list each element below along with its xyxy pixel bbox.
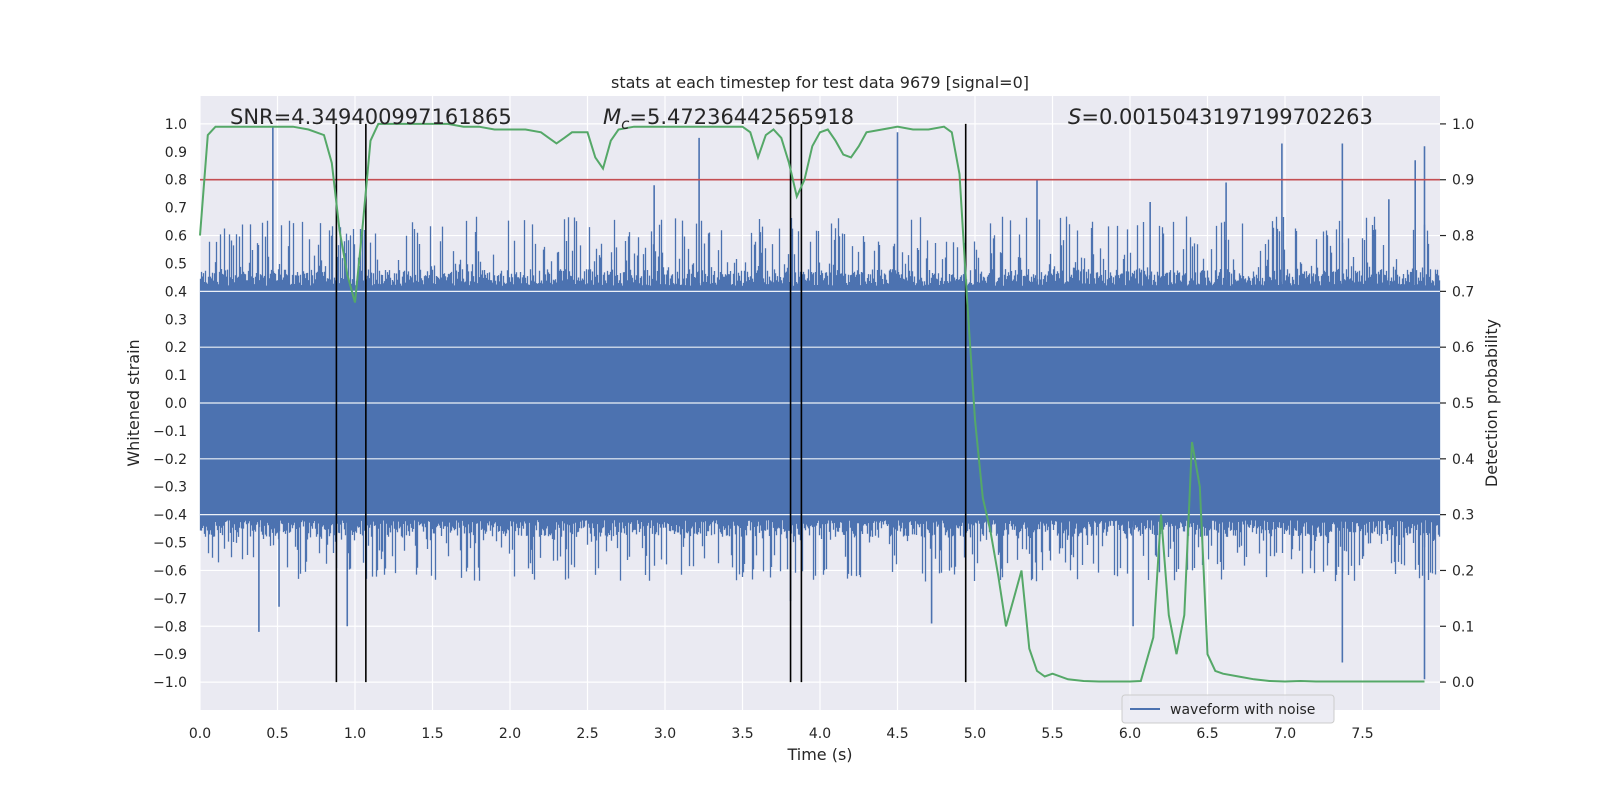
x-tick-label: 2.0 xyxy=(499,726,521,742)
y-right-tick-label: 0.5 xyxy=(1452,396,1474,412)
y-left-tick-label: 0.0 xyxy=(165,396,187,412)
y-right-tick-label: 0.9 xyxy=(1452,173,1474,189)
y-left-tick-label: −0.2 xyxy=(153,452,187,468)
mc-value: =5.47236442565918 xyxy=(629,105,854,129)
x-tick-label: 5.0 xyxy=(964,726,986,742)
x-tick-label: 4.5 xyxy=(886,726,908,742)
y-left-tick-label: −0.8 xyxy=(153,619,187,635)
y-right-tick-label: 1.0 xyxy=(1452,117,1474,133)
y-left-tick-label: −0.6 xyxy=(153,563,187,579)
y-right-axis-label: Detection probability xyxy=(1482,319,1501,487)
x-tick-label: 1.5 xyxy=(421,726,443,742)
x-tick-label: 3.5 xyxy=(731,726,753,742)
mc-symbol: M xyxy=(603,105,621,129)
chirp-mass-annotation: Mc=5.47236442565918 xyxy=(603,105,854,133)
y-right-tick-label: 0.2 xyxy=(1452,563,1474,579)
x-tick-label: 6.0 xyxy=(1119,726,1141,742)
y-left-tick-labels: 1.0 0.9 0.8 0.7 0.6 0.5 0.4 0.3 0.2 0.1 0.0 −0.1 −0.… xyxy=(153,117,187,691)
legend-label: waveform with noise xyxy=(1170,702,1315,718)
y-left-tick-label: −0.7 xyxy=(153,591,187,607)
y-right-tick-label: 0.8 xyxy=(1452,229,1474,245)
x-tick-labels: 0.0 0.5 1.0 1.5 2.0 2.5 3.0 3.5 4.0 4.5 5.0 5.5 6.0 6… xyxy=(189,726,1374,742)
s-value: =0.0015043197199702263 xyxy=(1081,105,1373,129)
snr-annotation: SNR=4.349400997161865 xyxy=(230,105,512,129)
y-right-tick-labels: 1.0 0.9 0.8 0.7 0.6 0.5 0.4 0.3 0.2 0.1 0.0 xyxy=(1440,117,1474,691)
legend: waveform with noise xyxy=(1121,694,1335,724)
y-left-tick-label: −0.4 xyxy=(153,508,187,524)
y-left-tick-label: −0.9 xyxy=(153,647,187,663)
probability-curve xyxy=(199,122,1425,683)
x-tick-label: 0.0 xyxy=(189,726,211,742)
x-tick-label: 0.5 xyxy=(266,726,288,742)
y-right-tick-label: 0.1 xyxy=(1452,619,1474,635)
x-tick-label: 7.0 xyxy=(1274,726,1296,742)
s-symbol: S xyxy=(1068,105,1081,129)
s-annotation: S=0.0015043197199702263 xyxy=(1068,105,1373,129)
y-left-tick-label: 0.5 xyxy=(165,256,187,272)
y-left-tick-label: −0.3 xyxy=(153,480,187,496)
y-right-tick-label: 0.3 xyxy=(1452,508,1474,524)
y-left-tick-label: −0.1 xyxy=(153,424,187,440)
y-left-tick-label: −1.0 xyxy=(153,675,187,691)
y-left-tick-label: 0.3 xyxy=(165,312,187,328)
y-left-axis-label: Whitened strain xyxy=(124,339,143,466)
overlay-layer xyxy=(199,122,1440,683)
x-tick-label: 1.0 xyxy=(344,726,366,742)
x-tick-label: 7.5 xyxy=(1351,726,1373,742)
y-left-tick-label: 0.6 xyxy=(165,229,187,245)
x-tick-label: 4.0 xyxy=(809,726,831,742)
x-tick-label: 6.5 xyxy=(1196,726,1218,742)
y-left-tick-label: −0.5 xyxy=(153,536,187,552)
y-left-tick-label: 0.1 xyxy=(165,368,187,384)
chart-title: stats at each timestep for test data 967… xyxy=(611,73,1029,92)
mc-subscript: c xyxy=(621,115,630,133)
y-right-tick-label: 0.0 xyxy=(1452,675,1474,691)
x-tick-label: 2.5 xyxy=(576,726,598,742)
y-left-tick-label: 0.7 xyxy=(165,201,187,217)
legend-box xyxy=(1121,694,1335,724)
y-left-tick-label: 0.2 xyxy=(165,340,187,356)
y-left-tick-label: 1.0 xyxy=(165,117,187,133)
y-left-tick-label: 0.8 xyxy=(165,173,187,189)
x-tick-label: 5.5 xyxy=(1041,726,1063,742)
y-right-tick-label: 0.7 xyxy=(1452,284,1474,300)
y-left-tick-label: 0.9 xyxy=(165,145,187,161)
y-right-tick-label: 0.4 xyxy=(1452,452,1474,468)
x-axis-label: Time (s) xyxy=(786,745,852,764)
x-tick-label: 3.0 xyxy=(654,726,676,742)
y-left-tick-label: 0.4 xyxy=(165,284,187,300)
y-right-tick-label: 0.6 xyxy=(1452,340,1474,356)
